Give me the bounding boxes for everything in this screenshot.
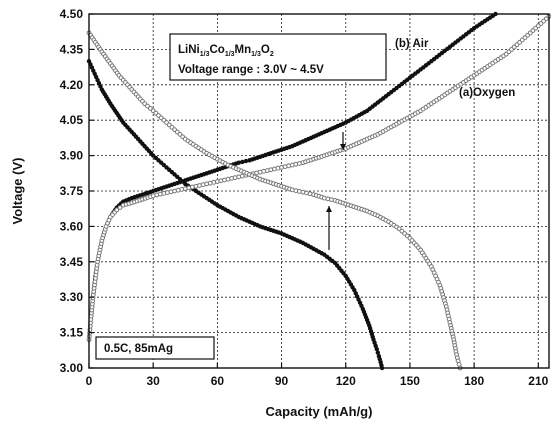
x-tick-label: 180 [464,374,484,388]
x-tick-label: 210 [528,374,548,388]
air-discharge-point [374,346,379,352]
x-tick-label: 0 [86,374,93,388]
air-discharge-point [159,160,164,165]
air-discharge-point [169,169,175,175]
air-charge-point [240,159,245,165]
formula-subscript: 1/3 [251,51,261,58]
grid [89,14,549,368]
x-tick-label: 150 [400,374,420,388]
arrow-head [326,206,332,212]
y-tick-label: 4.05 [60,113,84,127]
y-tick-label: 3.45 [60,255,84,269]
y-tick-label: 3.90 [60,149,84,163]
x-axis-title: Capacity (mAh/g) [266,404,373,419]
formula-subscript: 2 [270,51,274,58]
oxygen-charge-point [117,205,123,210]
air-discharge-point [150,153,156,158]
air-discharge-point [175,174,180,180]
y-tick-label: 4.20 [60,78,84,92]
y-tick-label: 4.50 [60,7,84,21]
formula-subscript: 1/3 [225,51,235,58]
y-tick-label: 4.35 [60,42,84,56]
oxygen-charge-point [114,207,120,213]
x-tick-label: 120 [336,374,356,388]
y-axis-title: Voltage (V) [10,158,25,225]
x-tick-label: 60 [211,374,225,388]
arrow-down [340,132,346,150]
voltage-range-text: Voltage range : 3.0V ~ 4.5V [178,64,324,76]
arrow-head [340,144,346,150]
x-tick-label: 30 [147,374,161,388]
axis-ticks: 3.00 3.15 3.30 3.45 3.60 3.75 3.90 4.05 4.20 4.35… [60,7,549,388]
air-discharge-point [161,162,167,168]
air-discharge-point [375,350,381,355]
formula-annotation: LiNi1/3Co1/3Mn1/3O2 Voltage range : 3.0V… [169,33,387,81]
arrow-up [326,206,332,250]
rate-box [95,336,215,360]
air-discharge-point [167,167,172,172]
y-tick-label: 3.15 [60,326,84,340]
y-tick-label: 3.75 [60,184,84,198]
air-discharge-point [172,172,177,177]
y-tick-label: 3.60 [60,219,84,233]
air-discharge-point [164,165,169,170]
air-charge-point [236,160,241,165]
air-discharge-point [153,155,159,161]
formula-subscript: 1/3 [200,51,210,58]
air-discharge-point [180,179,185,184]
formula-part: LiNi [178,44,200,56]
air-discharge-point [177,177,183,182]
air-charge-point [243,158,249,164]
y-tick-label: 3.30 [60,290,84,304]
y-tick-label: 3.00 [60,361,84,375]
rate-text: 0.5C, 85mAg [104,343,173,355]
series-label-oxygen: (a)Oxygen [459,87,515,99]
air-discharge-point [156,158,161,163]
formula-box [169,33,387,81]
series-label-air: (b) Air [395,38,429,50]
formula-part: Co [209,44,224,56]
formula-part: O [261,44,270,56]
rate-annotation: 0.5C, 85mAg [95,336,215,360]
x-tick-label: 90 [275,374,289,388]
formula-part: Mn [235,44,252,56]
formula-text: LiNi1/3Co1/3Mn1/3O2 [178,44,274,58]
arrows [326,132,346,250]
